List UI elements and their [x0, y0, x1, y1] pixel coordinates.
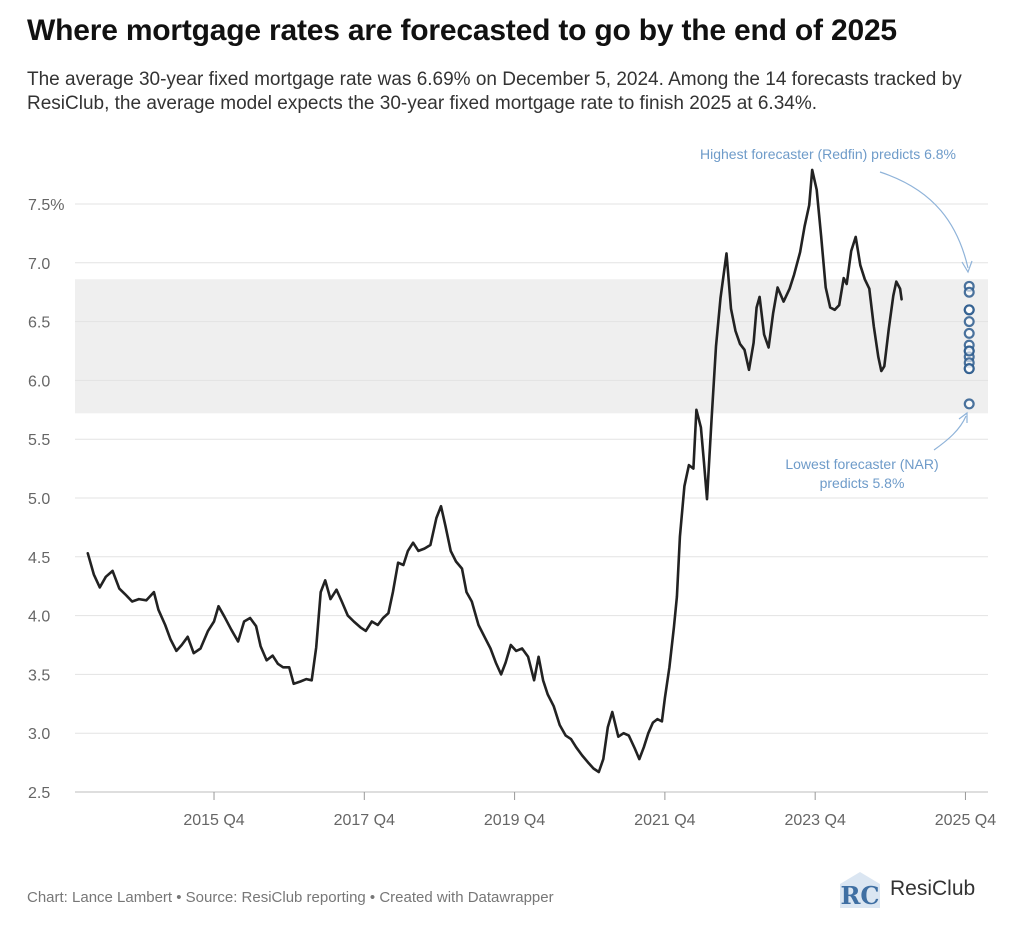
y-tick-label: 5.5: [28, 432, 50, 449]
chart-subtitle: The average 30-year fixed mortgage rate …: [27, 69, 962, 114]
forecast-point: [963, 286, 975, 298]
lowest-annotation-arrowhead: [958, 411, 968, 423]
y-tick-label: 6.0: [28, 373, 50, 390]
resiclub-brand[interactable]: RC ResiClub: [838, 868, 998, 912]
x-tick-label: 2023 Q4: [784, 812, 845, 829]
chart-footer: Chart: Lance Lambert • Source: ResiClub …: [27, 889, 554, 906]
y-tick-label: 2.5: [28, 785, 50, 802]
svg-text:RC: RC: [840, 881, 879, 910]
y-tick-label: 3.0: [28, 726, 50, 743]
y-tick-label: 7.0: [28, 256, 50, 273]
lowest-forecast-annotation-line2: predicts 5.8%: [820, 475, 905, 491]
x-tick-label: 2025 Q4: [935, 812, 996, 829]
lowest-annotation-arrow: [933, 415, 967, 451]
y-tick-label: 4.0: [28, 609, 50, 626]
x-tick-label: 2019 Q4: [484, 812, 545, 829]
y-tick-label: 5.0: [28, 491, 50, 508]
x-tick-label: 2021 Q4: [634, 812, 695, 829]
brand-name: ResiClub: [890, 877, 976, 900]
forecast-point: [963, 304, 975, 316]
forecast-point: [963, 363, 975, 375]
x-tick-label: 2017 Q4: [334, 812, 395, 829]
y-tick-label: 4.5: [28, 550, 50, 567]
y-tick-label: 6.5: [28, 315, 50, 332]
highest-annotation-arrow: [879, 171, 969, 269]
line-chart: 2.5 3.0 3.5 4.0 4.5 5.0 5.5 6.0 6.5 7.0 7.5% 2015 Q…: [28, 146, 996, 829]
forecast-range-band: [75, 279, 988, 414]
x-tick-label: 2015 Q4: [183, 812, 244, 829]
forecast-point: [963, 327, 975, 339]
y-tick-label: 7.5%: [28, 197, 64, 214]
forecast-point: [963, 398, 975, 410]
forecast-point: [963, 345, 975, 357]
lowest-forecast-annotation-line1: Lowest forecaster (NAR): [785, 456, 938, 472]
chart-title: Where mortgage rates are forecasted to g…: [27, 14, 897, 47]
highest-annotation-arrowhead: [961, 260, 973, 274]
resiclub-logo-icon: RC: [840, 872, 880, 910]
highest-forecast-annotation: Highest forecaster (Redfin) predicts 6.8…: [700, 146, 956, 162]
forecast-point: [963, 316, 975, 328]
mortgage-rate-line: [86, 168, 903, 774]
y-tick-label: 3.5: [28, 667, 50, 684]
